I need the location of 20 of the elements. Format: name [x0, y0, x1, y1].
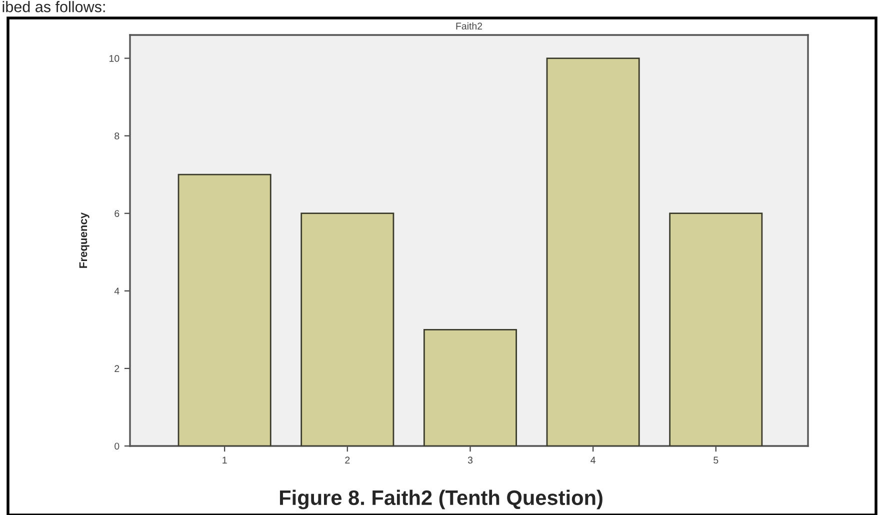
- y-tick-label: 10: [110, 55, 120, 62]
- x-tick-label: 5: [714, 456, 718, 464]
- y-tick-label: 2: [114, 365, 120, 372]
- x-tick-label: 3: [468, 456, 473, 464]
- y-tick-label: 0: [114, 442, 120, 450]
- bar: [300, 212, 394, 446]
- y-axis-title: Frequency: [79, 212, 90, 268]
- y-tick-label: 6: [114, 210, 120, 217]
- text: ibed as follows:: [2, 1, 105, 12]
- y-tick-label: 8: [114, 132, 120, 140]
- bar: [423, 328, 517, 446]
- bar: [546, 58, 640, 446]
- chart-title: Faith2: [456, 22, 482, 30]
- bar: [178, 174, 272, 446]
- x-tick-label: 4: [590, 456, 596, 464]
- x-tick-label: 2: [345, 456, 350, 464]
- bar: [669, 212, 763, 446]
- caption: Figure 8. Faith2 (Tenth Question): [280, 490, 602, 510]
- y-tick-label: 4: [114, 288, 120, 294]
- x-tick-label: 1: [222, 456, 227, 464]
